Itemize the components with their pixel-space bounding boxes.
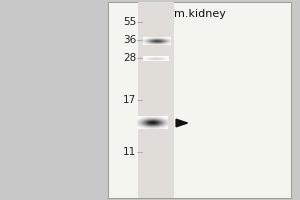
Bar [138, 2, 174, 198]
Text: 55: 55 [123, 17, 136, 27]
Bar [108, 2, 291, 198]
Text: 17: 17 [123, 95, 136, 105]
Text: 11: 11 [123, 147, 136, 157]
Text: m.kidney: m.kidney [174, 9, 225, 19]
Polygon shape [176, 119, 188, 127]
Text: 28: 28 [123, 53, 136, 63]
Text: 36: 36 [123, 35, 136, 45]
